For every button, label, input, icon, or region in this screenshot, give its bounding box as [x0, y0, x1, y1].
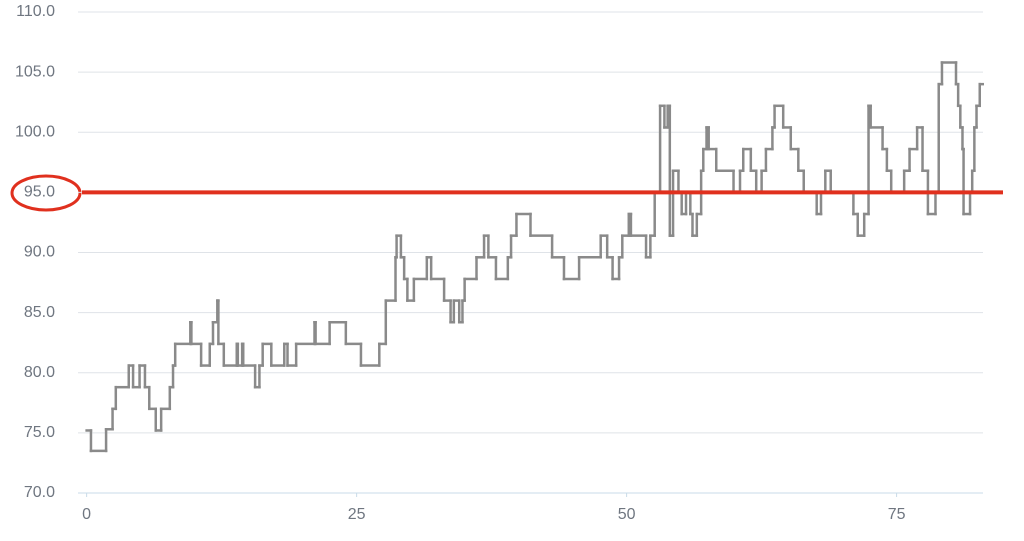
x-tick-label: 25	[348, 506, 366, 523]
y-tick-label: 85.0	[24, 304, 55, 321]
step-line	[85, 61, 985, 453]
y-tick-label: 70.0	[24, 484, 55, 501]
y-tick-label: 110.0	[16, 3, 55, 20]
x-tick-label: 75	[888, 506, 906, 523]
highlight-circle	[10, 174, 82, 212]
x-tick-label: 0	[82, 506, 91, 523]
y-tick-label: 90.0	[24, 244, 55, 261]
y-tick-label: 95.0	[24, 184, 55, 201]
y-tick-label: 75.0	[24, 424, 55, 441]
x-tick-label: 50	[618, 506, 636, 523]
y-tick-label: 105.0	[15, 63, 55, 80]
y-tick-label: 100.0	[15, 123, 55, 140]
y-tick-label: 80.0	[24, 364, 55, 381]
